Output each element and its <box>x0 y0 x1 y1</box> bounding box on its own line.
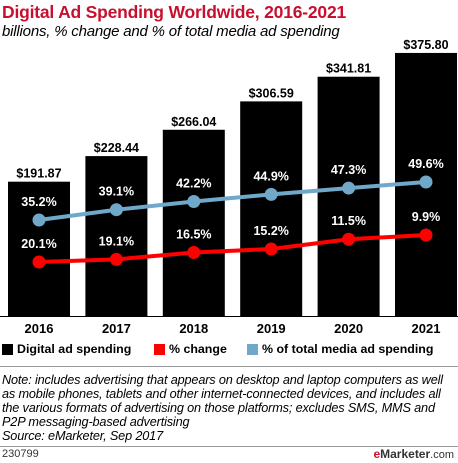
percent-change-label-2017: 19.1% <box>99 234 134 248</box>
chart-subtitle: billions, % change and % of total media … <box>2 23 340 40</box>
legend: Digital ad spending % change % of total … <box>0 339 458 359</box>
share-of-total-media-label-2019: 44.9% <box>253 169 288 183</box>
x-tick-label-2019: 2019 <box>257 321 286 336</box>
divider-top <box>0 366 458 367</box>
x-tick-label-2016: 2016 <box>25 321 54 336</box>
bar-value-label-2016: $191.87 <box>16 167 61 181</box>
legend-swatch-digital-ad-spending <box>2 343 13 355</box>
percent-change-label-2019: 15.2% <box>253 224 288 238</box>
legend-swatch-percent-change <box>154 343 165 355</box>
percent-change-point-2016 <box>32 255 46 269</box>
source-text: Source: eMarketer, Sep 2017 <box>2 429 163 443</box>
x-tick-label-2020: 2020 <box>334 321 363 336</box>
share-of-total-media-point-2019 <box>264 187 278 201</box>
legend-item-percent-total-media: % of total media ad spending <box>247 342 433 356</box>
x-tick-label-2017: 2017 <box>102 321 131 336</box>
percent-change-label-2018: 16.5% <box>176 227 211 241</box>
percent-change-point-2019 <box>264 242 278 256</box>
divider-bottom <box>0 446 458 447</box>
share-of-total-media-label-2018: 42.2% <box>176 177 211 191</box>
percent-change-point-2021 <box>419 228 433 242</box>
legend-item-digital-ad-spending: Digital ad spending <box>2 342 131 356</box>
bar-value-label-2018: $266.04 <box>171 115 216 129</box>
percent-change-label-2021: 9.9% <box>412 210 441 224</box>
percent-change-line <box>38 233 427 264</box>
percent-change-point-2020 <box>342 232 356 246</box>
share-of-total-media-label-2021: 49.6% <box>408 157 443 171</box>
bar-2020 <box>317 76 380 316</box>
share-of-total-media-label-2020: 47.3% <box>331 163 366 177</box>
chart-id: 230799 <box>2 448 39 460</box>
share-of-total-media-label-2016: 35.2% <box>21 195 56 209</box>
bar-value-label-2021: $375.80 <box>403 38 448 52</box>
share-of-total-media-line <box>38 180 427 222</box>
share-of-total-media-point-2016 <box>32 213 46 227</box>
bar-2018 <box>162 129 225 316</box>
bar-value-label-2020: $341.81 <box>326 62 371 76</box>
percent-change-label-2016: 20.1% <box>21 237 56 251</box>
chart-canvas: $191.87 $228.44 $266.04 $306.59 $341.81 $375.… <box>0 38 458 336</box>
legend-label-digital-ad-spending: Digital ad spending <box>17 342 132 356</box>
x-tick-label-2018: 2018 <box>179 321 208 336</box>
bar-2017 <box>85 156 148 316</box>
legend-item-percent-change: % change <box>154 342 227 356</box>
share-of-total-media-label-2017: 39.1% <box>99 185 134 199</box>
bar-2016 <box>8 181 70 316</box>
chart-title: Digital Ad Spending Worldwide, 2016-2021 <box>2 2 347 22</box>
share-of-total-media-point-2020 <box>342 181 356 195</box>
note-text: Note: includes advertising that appears … <box>2 373 443 429</box>
legend-label-percent-change: % change <box>169 342 227 356</box>
x-tick-label-2021: 2021 <box>412 321 441 336</box>
share-of-total-media-point-2018 <box>187 195 201 209</box>
bar-2019 <box>240 101 303 317</box>
chart-note: Note: includes advertising that appears … <box>2 373 456 443</box>
bar-value-label-2017: $228.44 <box>94 141 139 155</box>
percent-change-point-2018 <box>187 245 201 259</box>
share-of-total-media-point-2017 <box>109 203 123 217</box>
percent-change-label-2020: 11.5% <box>331 214 366 228</box>
percent-change-point-2017 <box>109 252 123 266</box>
legend-label-percent-total-media: % of total media ad spending <box>262 342 434 356</box>
bar-value-label-2019: $306.59 <box>249 86 294 100</box>
legend-swatch-percent-total-media <box>247 343 258 355</box>
share-of-total-media-point-2021 <box>419 175 433 189</box>
emarketer-logo: eMarketer.com <box>373 447 454 461</box>
